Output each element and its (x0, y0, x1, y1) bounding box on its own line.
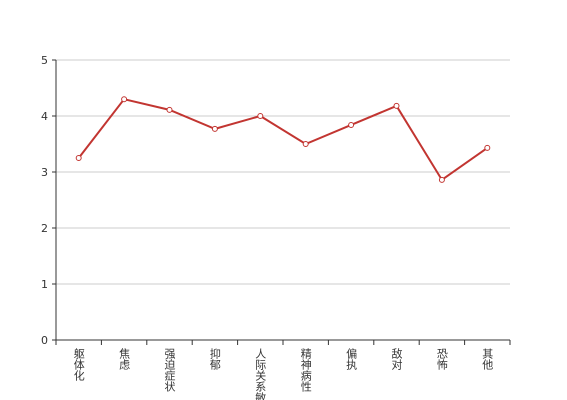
point (257, 113, 264, 119)
y-tick-label: 0 (41, 334, 48, 347)
y-tick-label: 2 (41, 222, 48, 235)
point (393, 102, 400, 109)
x-tick-label: 精神病性 (299, 348, 312, 393)
x-tick-label: 恐怖 (435, 348, 448, 370)
x-tick-label: 强迫症状 (163, 348, 176, 392)
point (211, 125, 218, 132)
point (121, 96, 128, 103)
point (75, 155, 82, 161)
y-tick-label: 5 (41, 54, 48, 67)
point (484, 144, 491, 151)
x-tick-label: 躯体化 (72, 348, 85, 382)
x-tick-label: 抑郁 (208, 347, 221, 370)
x-tick-label: 敌对 (390, 347, 403, 370)
point (302, 141, 309, 147)
x-tick-label: 偏执 (345, 347, 358, 371)
point (348, 121, 355, 128)
x-tick-label: 人际关系敏感 (254, 348, 267, 400)
x-tick-label: 焦虑 (118, 348, 131, 370)
y-tick-label: 4 (41, 110, 48, 123)
point (166, 106, 173, 113)
point (438, 176, 445, 183)
y-tick-label: 3 (41, 166, 48, 179)
line (77, 98, 488, 182)
x-tick-label: 其他 (481, 348, 494, 370)
y-tick-label: 1 (41, 278, 48, 291)
